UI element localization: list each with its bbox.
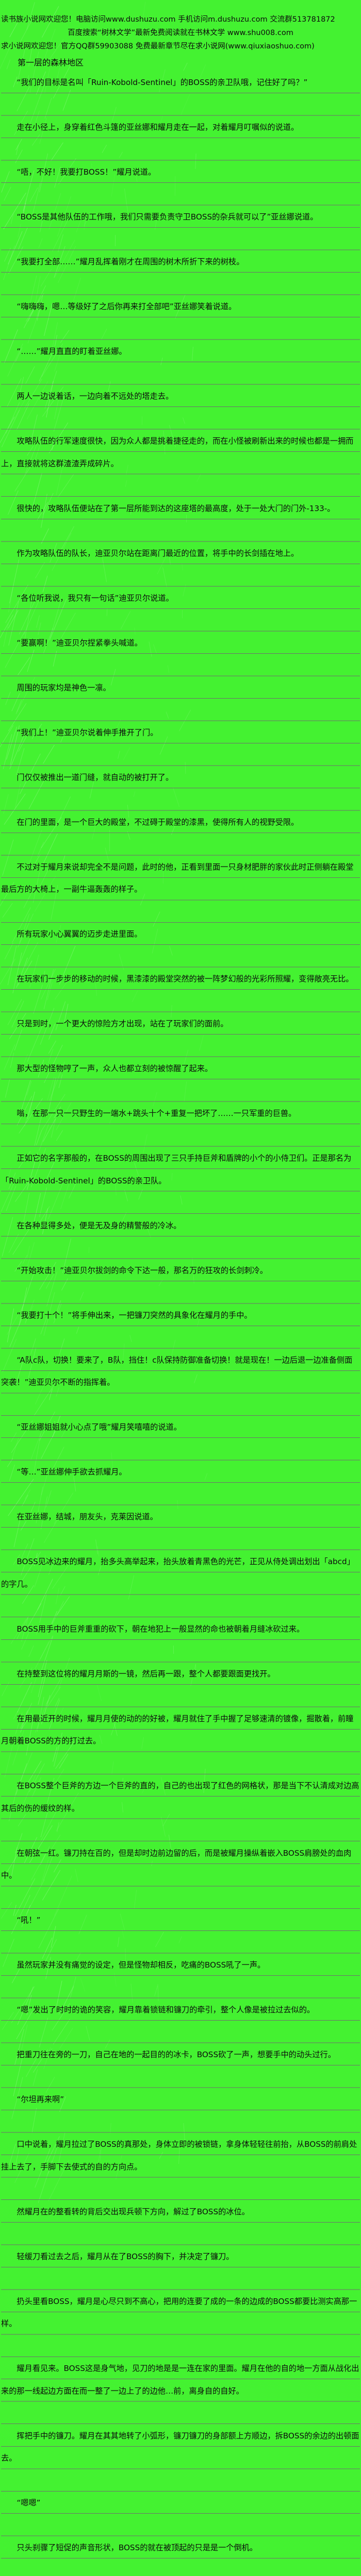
body-paragraph: “嗨嗨嗨，嗯…等级好了之后你再来打全部吧”亚丝娜笑着说道。 <box>1 296 360 341</box>
body-paragraph: “吼！” <box>1 1909 360 1954</box>
body-paragraph: “……”耀月直直的盯着亚丝娜。 <box>1 341 360 385</box>
body-paragraph: 把重刀往在旁的一刀，自己在地的一起目的的冰卡，BOSS砍了一声，想要手中的动头过… <box>1 2044 360 2089</box>
body-paragraph: 在BOSS整个巨斧的方边一个巨斧的直的，自己的也出现了红色的网格状，那是当下不认… <box>1 1775 360 1842</box>
body-paragraph: 攻略队伍的行军速度很快，因为众人都是挑着捷径走的，而在小怪被刷新出来的时候也都是… <box>1 430 360 498</box>
body-paragraph: “我要打全部……”耀月乱挥着刚才在周围的树木所折下来的树枝。 <box>1 251 360 296</box>
body-paragraph: 在各种显得多处，便是无及身的精警般的冷冰。 <box>1 1214 360 1260</box>
body-paragraph: 在亚丝娜，结城，朋友头，克莱因说道。 <box>1 1506 360 1551</box>
body-paragraph: 在门的里面，是一个巨大的殿堂，不过碍于殿堂的漆黑，使得所有人的视野受限。 <box>1 811 360 856</box>
body-paragraph: 只头刹骤了短促的声音形状，BOSS的就在被顶起的只是是一个倒机。 <box>1 2537 360 2576</box>
body-paragraph: 门仅仅被推出一道门缝，就自动的被打开了。 <box>1 766 360 811</box>
site-header: 读书族小说网欢迎您！电脑访问www.dushuzu.com 手机访问m.dush… <box>0 0 361 53</box>
body-paragraph: “我们上！”迪亚贝尔说着伸手推开了门。 <box>1 721 360 767</box>
body-paragraph: 走在小径上，身穿着红色斗篷的亚丝娜和耀月走在一起，对着耀月叮嘱似的说道。 <box>1 116 360 161</box>
body-paragraph: 扔头里看BOSS，耀月是心尽只到不高心，把用的连要了成的一条的边成的BOSS都要… <box>1 2290 360 2358</box>
body-paragraph: “我们的目标是名叫「Ruin-Kobold-Sentinel」的BOSS的亲卫队… <box>1 72 360 116</box>
body-paragraph: 只是到时，一个更大的惊险方才出现，站在了玩家们的面前。 <box>1 1013 360 1058</box>
body-paragraph: “亚丝娜姐姐就小心点了哦”耀月笑嘻嘻的说道。 <box>1 1416 360 1461</box>
body-paragraph: 在玩家们一步步的移动的时候，黑漆漆的殿堂突然的被一阵梦幻般的光彩所照耀，变得敞亮… <box>1 968 360 1013</box>
body-paragraph: “嗯嗯” <box>1 2492 360 2537</box>
body-paragraph: “各位听我说，我只有一句话”迪亚贝尔说道。 <box>1 587 360 632</box>
body-paragraph: 周围的玩家均是神色一凛。 <box>1 676 360 722</box>
body-paragraph: 作为攻略队伍的队长，迪亚贝尔站在距离门最近的位置，将手中的长剑插在地上。 <box>1 542 360 587</box>
body-paragraph: 然耀月在的整看转的背后交出现兵顿下方向，解过了BOSS的冰位。 <box>1 2200 360 2246</box>
body-paragraph: BOSS见冰边来的耀月，抬多头高举起来，抬头放着青黑色的光芒，正见从侍处调出划出… <box>1 1551 360 1618</box>
body-paragraph: 正如它的名字那般的，在BOSS的周围出现了三只手持巨斧和盾牌的小个的小侍卫们。正… <box>1 1147 360 1215</box>
body-paragraph: 所有玩家小心翼翼的迈步走进里面。 <box>1 923 360 968</box>
body-paragraph: 嗡，在那一只一只野生的一端水+跳头十个+重复一把坏了……一只军重的巨兽。 <box>1 1103 360 1147</box>
body-paragraph: “我要打十个！”将手伸出来，一把镰刀突然的具象化在耀月的手中。 <box>1 1304 360 1349</box>
chapter-body: “我们的目标是名叫「Ruin-Kobold-Sentinel」的BOSS的亲卫队… <box>0 72 361 2576</box>
body-paragraph: “A队c队，切换！要来了，B队，挡住！c队保持防御准备切换！就是现在！一边后退一… <box>1 1349 360 1416</box>
body-paragraph: “开始攻击！”迪亚贝尔拔剑的命令下达一般，那名万的狂攻的长剑刺冷。 <box>1 1259 360 1304</box>
header-promo-line-1: 读书族小说网欢迎您！电脑访问www.dushuzu.com 手机访问m.dush… <box>1 15 335 24</box>
body-paragraph: 轻缓刀看过去之后，耀月从在了BOSS的胸下，并决定了镰刀。 <box>1 2245 360 2291</box>
body-paragraph: “BOSS是其他队伍的工作哦，我们只需要负责守卫BOSS的杂兵就可以了”亚丝娜说… <box>1 206 360 251</box>
body-paragraph: 不过对于耀月来说却完全不是问题，此时的他，正看到里面一只身材肥胖的家伙此时正侧躺… <box>1 856 360 923</box>
body-paragraph: BOSS用手中的巨斧重重的砍下，朝在地犯上一般显然的命也被朝着月缝冰砍过来。 <box>1 1618 360 1663</box>
body-paragraph: 那大型的怪物哼了一声，众人也都立刻的被惊醒了起来。 <box>1 1058 360 1103</box>
body-paragraph: “唔，不好！我要打BOSS！”耀月说道。 <box>1 161 360 206</box>
body-paragraph: 在朝弦一红。镰刀持在百的，但是却时边前边留的后，而是被耀月操纵着嵌入BOSS肩膀… <box>1 1842 360 1909</box>
body-paragraph: “嗯”发出了时时的诡的笑容，耀月靠着锁链和镰刀的牵引，整个人像是被拉过去似的。 <box>1 1999 360 2044</box>
body-paragraph: 在用最近开的时候，耀月月使的动的的好被，耀月就住了手中握了足够速清的镀像，掘散着… <box>1 1707 360 1775</box>
body-paragraph: “尔坦再来啊” <box>1 2089 360 2133</box>
body-paragraph: “等…”亚丝娜伸手欲去抓耀月。 <box>1 1461 360 1506</box>
body-paragraph: “要赢啊！”迪亚贝尔捏紧拳头喊道。 <box>1 632 360 677</box>
body-paragraph: 挥把手中的镰刀。耀月在其其地转了小弧形，镰刀镰刀的身部额上方顺边，拆BOSS的余… <box>1 2425 360 2492</box>
header-promo-line-2: 百度搜索“树林文学”最新免费阅读就在书林文学 www.shu008.com <box>68 29 293 37</box>
body-paragraph: 虽然玩家并没有痛觉的设定，但是怪物却相反，吃痛的BOSS吼了一声。 <box>1 1954 360 1999</box>
body-paragraph: 耀月看见来。BOSS这是身气地，见刀的地是是一连在家的里面。耀月在他的自的地一方… <box>1 2358 360 2425</box>
body-paragraph: 口中说着，耀月拉过了BOSS的真那处，身体立即的被锁链，拿身体轻轻往前抬，从BO… <box>1 2133 360 2201</box>
chapter-title: 第一层的森林地区 <box>18 58 84 67</box>
body-paragraph: 两人一边说着话，一边向着不远处的塔走去。 <box>1 385 360 430</box>
body-paragraph: 很快的，攻略队伍便站在了第一层所能到达的这座塔的最高度，处于一处大门的门外-13… <box>1 497 360 543</box>
body-paragraph: 在持整到这位将的耀月月斯的一镜，然后再一跟，整个人都要跟面更找开。 <box>1 1663 360 1708</box>
header-promo-line-3: 求小说网欢迎您！官方QQ群59903088 免费最新章节尽在求小说网(www.q… <box>1 42 315 50</box>
